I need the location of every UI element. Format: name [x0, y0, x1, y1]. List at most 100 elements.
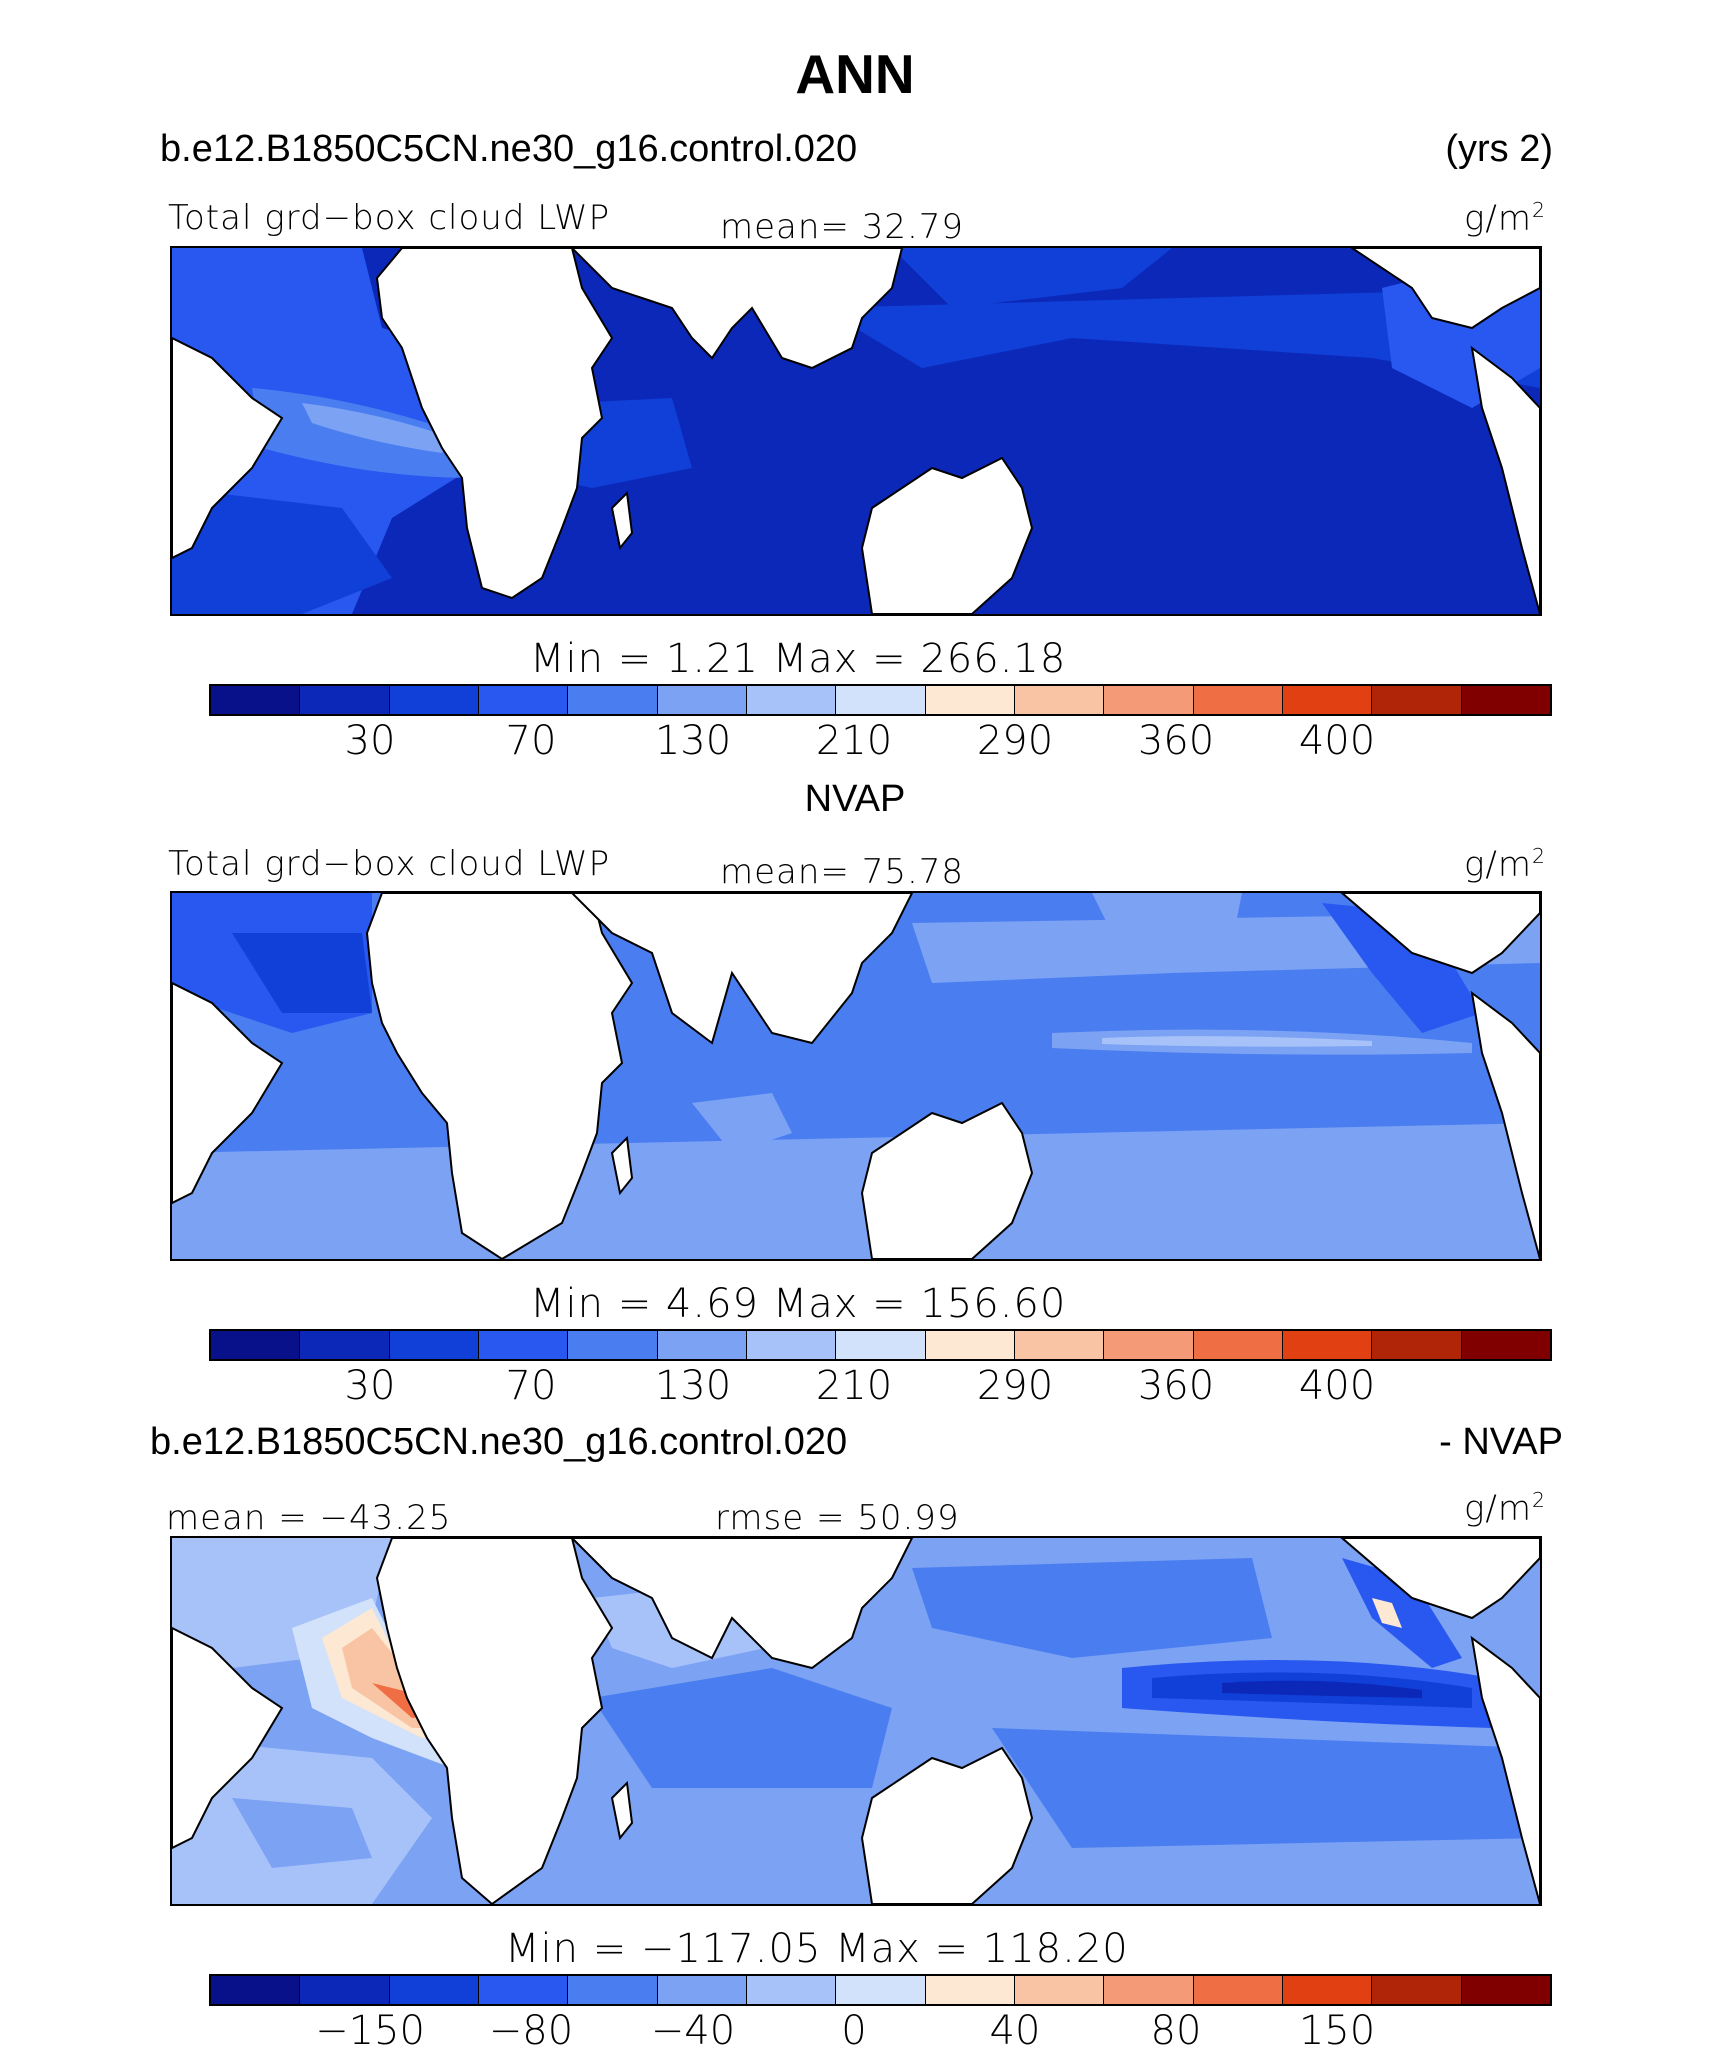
map-land-australia: [860, 456, 1034, 614]
map-ocean-region: [1222, 1680, 1422, 1698]
map-ocean-region: [592, 1668, 892, 1788]
map-land-south-america: [172, 981, 284, 1205]
colorbar-swatch: [568, 1976, 658, 2004]
colorbar-swatch: [1104, 686, 1194, 714]
panel3-colorbar: [209, 1974, 1552, 2006]
colorbar-swatch: [211, 686, 301, 714]
map-land-australia: [860, 1101, 1034, 1259]
colorbar-tick-label: 130: [654, 718, 732, 764]
colorbar-swatch: [568, 686, 658, 714]
map-land-africa: [375, 1538, 614, 1904]
colorbar-swatch: [1014, 686, 1105, 714]
panel1-field-label: Total grd−box cloud LWP: [168, 198, 611, 238]
map-land-central-america: [1470, 990, 1540, 1259]
panel2-colorbar: [209, 1329, 1552, 1361]
colorbar-swatch: [389, 1331, 479, 1359]
colorbar-swatch: [1193, 1976, 1283, 2004]
colorbar-swatch: [478, 1331, 569, 1359]
panel3-rmse: rmse = 50.99: [715, 1498, 960, 1538]
map-ocean-region: [892, 248, 1172, 308]
colorbar-swatch: [1461, 1331, 1550, 1359]
colorbar-swatch: [925, 1976, 1015, 2004]
map-ocean-region: [1092, 893, 1242, 953]
panel3-mean: mean = −43.25: [166, 1498, 452, 1538]
colorbar-swatch: [657, 1331, 747, 1359]
map-land-north-america: [1340, 893, 1540, 975]
map-land-eurasia: [570, 893, 914, 1045]
colorbar-swatch: [1104, 1331, 1194, 1359]
map-ocean-region: [172, 488, 392, 614]
colorbar-swatch: [568, 1331, 658, 1359]
panel2-mean: mean= 75.78: [720, 852, 965, 892]
colorbar-tick-label: 400: [1298, 1363, 1376, 1409]
colorbar-swatch: [746, 686, 837, 714]
colorbar-swatch: [925, 1331, 1015, 1359]
colorbar-tick-label: 210: [815, 1363, 893, 1409]
colorbar-swatch: [478, 1976, 569, 2004]
map-ocean-region: [912, 1558, 1272, 1658]
panel1-mean: mean= 32.79: [720, 207, 965, 247]
map-ocean-region: [992, 1728, 1540, 1848]
case-name: b.e12.B1850C5CN.ne30_g16.control.020: [160, 128, 858, 170]
colorbar-swatch: [1282, 1976, 1373, 2004]
panel3-map: [170, 1536, 1542, 1906]
map-land-eurasia: [570, 1538, 914, 1670]
panel1-map: [170, 246, 1542, 616]
colorbar-tick-label: 130: [654, 1363, 732, 1409]
colorbar-swatch: [1461, 1976, 1550, 2004]
years-label: (yrs 2): [1445, 128, 1553, 170]
colorbar-swatch: [925, 686, 1015, 714]
colorbar-swatch: [300, 1976, 390, 2004]
map-ocean-region: [822, 288, 1540, 388]
colorbar-swatch: [1104, 1976, 1194, 2004]
colorbar-swatch: [478, 686, 569, 714]
map-land-africa: [365, 893, 634, 1259]
map-land-central-america: [1470, 1635, 1540, 1904]
colorbar-swatch: [746, 1331, 837, 1359]
colorbar-tick-label: 30: [344, 718, 396, 764]
map-ocean-region: [1102, 1036, 1372, 1047]
colorbar-tick-label: 70: [505, 1363, 557, 1409]
colorbar-swatch: [300, 1331, 390, 1359]
colorbar-tick-label: −150: [315, 2008, 425, 2054]
map-land-australia: [860, 1746, 1034, 1904]
map-ocean-region: [692, 1093, 792, 1153]
colorbar-tick-label: 30: [344, 1363, 396, 1409]
colorbar-swatch: [1014, 1331, 1105, 1359]
panel3-minmax: Min = −117.05 Max = 118.20: [505, 1926, 1129, 1972]
panel2-subtitle: NVAP: [804, 778, 906, 820]
map-land-africa: [375, 248, 614, 600]
colorbar-swatch: [1014, 1976, 1105, 2004]
figure-title: ANN: [795, 43, 915, 105]
colorbar-swatch: [1372, 1976, 1462, 2004]
colorbar-tick-label: −40: [650, 2008, 736, 2054]
panel3-diff-label: - NVAP: [1439, 1421, 1563, 1463]
map-ocean-region: [232, 1798, 372, 1868]
map-land-south-america: [172, 1626, 284, 1850]
colorbar-swatch: [1282, 686, 1373, 714]
colorbar-swatch: [657, 686, 747, 714]
panel3-units: g/m2: [1464, 1488, 1546, 1529]
colorbar-tick-label: 0: [841, 2008, 867, 2054]
colorbar-tick-label: 150: [1298, 2008, 1376, 2054]
panel2-units: g/m2: [1464, 844, 1546, 885]
colorbar-tick-label: 210: [815, 718, 893, 764]
colorbar-swatch: [657, 1976, 747, 2004]
map-land-eurasia: [570, 248, 904, 370]
map-ocean-region: [1342, 1558, 1462, 1668]
colorbar-tick-label: 80: [1150, 2008, 1202, 2054]
map-ocean-region: [302, 403, 452, 453]
map-land-madagascar: [610, 490, 634, 551]
panel1-colorbar: [209, 684, 1552, 716]
map-land-south-america: [172, 336, 284, 560]
colorbar-swatch: [836, 1331, 926, 1359]
map-land-madagascar: [610, 1135, 634, 1196]
map-land-north-america: [1340, 1538, 1540, 1620]
panel1-minmax: Min = 1.21 Max = 266.18: [530, 636, 1067, 682]
panel2-map: [170, 891, 1542, 1261]
colorbar-swatch: [1193, 686, 1283, 714]
colorbar-swatch: [211, 1331, 301, 1359]
colorbar-swatch: [1461, 686, 1550, 714]
colorbar-swatch: [1282, 1331, 1373, 1359]
panel2-colorbar-ticks: 30 70 130 210 290 360 400: [209, 1363, 1552, 1411]
